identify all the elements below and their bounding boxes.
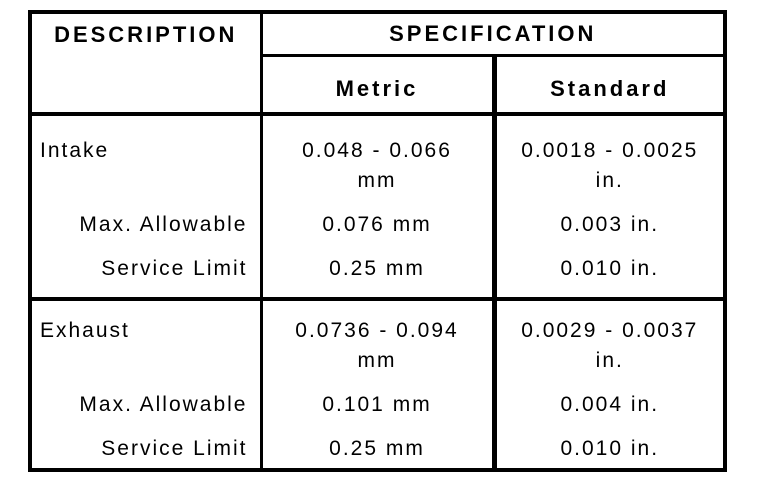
metric-header-cell: Metric [261,55,497,116]
intake-max-allowable-standard: 0.003 in. [560,213,660,236]
exhaust-max-allowable-metric: 0.101 mm [322,393,432,416]
intake-standard-range-value: 0.0018 - 0.0025 [521,139,699,162]
valve-specification-table: DESCRIPTION SPECIFICATION Metric Standar… [28,10,728,472]
intake-metric-cell: 0.048 - 0.066 mm 0.076 mm 0.25 mm [261,114,497,301]
exhaust-metric-range-value: 0.0736 - 0.094 [295,319,459,342]
intake-metric-range-value: 0.048 - 0.066 [302,139,452,162]
intake-metric-range-unit: mm [357,169,397,192]
exhaust-section-label: Exhaust [40,319,130,342]
exhaust-metric-range: 0.0736 - 0.094 mm [263,316,492,390]
intake-metric-range: 0.048 - 0.066 mm [263,136,492,210]
intake-section-label: Intake [40,139,110,162]
exhaust-service-limit-standard: 0.010 in. [560,437,660,460]
intake-service-limit-standard: 0.010 in. [560,257,660,280]
standard-header-label: Standard [550,76,670,101]
exhaust-max-allowable-standard: 0.004 in. [560,393,660,416]
exhaust-standard-range-value: 0.0029 - 0.0037 [521,319,699,342]
exhaust-service-limit-metric: 0.25 mm [329,437,425,460]
intake-service-limit-metric: 0.25 mm [329,257,425,280]
exhaust-section-row: Exhaust Max. Allowable Service Limit 0.0… [30,299,725,470]
intake-max-allowable-label: Max. Allowable [79,213,248,236]
intake-standard-range-unit: in. [595,169,624,192]
intake-service-limit-label: Service Limit [101,257,248,280]
description-header-label: DESCRIPTION [54,22,238,47]
intake-section-row: Intake Max. Allowable Service Limit 0.04… [30,114,726,301]
exhaust-standard-cell: 0.0029 - 0.0037 in. 0.004 in. 0.010 in. [494,299,725,470]
exhaust-service-limit-label: Service Limit [101,437,248,460]
description-header-cell: DESCRIPTION [30,12,263,116]
exhaust-description-cell: Exhaust Max. Allowable Service Limit [30,299,263,470]
intake-description-cell: Intake Max. Allowable Service Limit [30,114,263,301]
intake-standard-cell: 0.0018 - 0.0025 in. 0.003 in. 0.010 in. [494,114,726,301]
exhaust-metric-cell: 0.0736 - 0.094 mm 0.101 mm 0.25 mm [261,299,497,470]
header-row-2: Metric Standard [30,55,726,116]
intake-max-allowable-metric: 0.076 mm [322,213,432,236]
header-row-1: DESCRIPTION SPECIFICATION [30,12,726,116]
exhaust-metric-range-unit: mm [357,349,397,372]
exhaust-standard-range-unit: in. [595,349,624,372]
exhaust-max-allowable-label: Max. Allowable [79,393,248,416]
intake-standard-range: 0.0018 - 0.0025 in. [497,136,724,210]
specification-header-label: SPECIFICATION [389,20,597,46]
standard-header-cell: Standard [494,55,726,116]
specification-header-cell: SPECIFICATION [261,12,726,57]
metric-header-label: Metric [335,76,419,101]
exhaust-standard-range: 0.0029 - 0.0037 in. [497,316,724,390]
